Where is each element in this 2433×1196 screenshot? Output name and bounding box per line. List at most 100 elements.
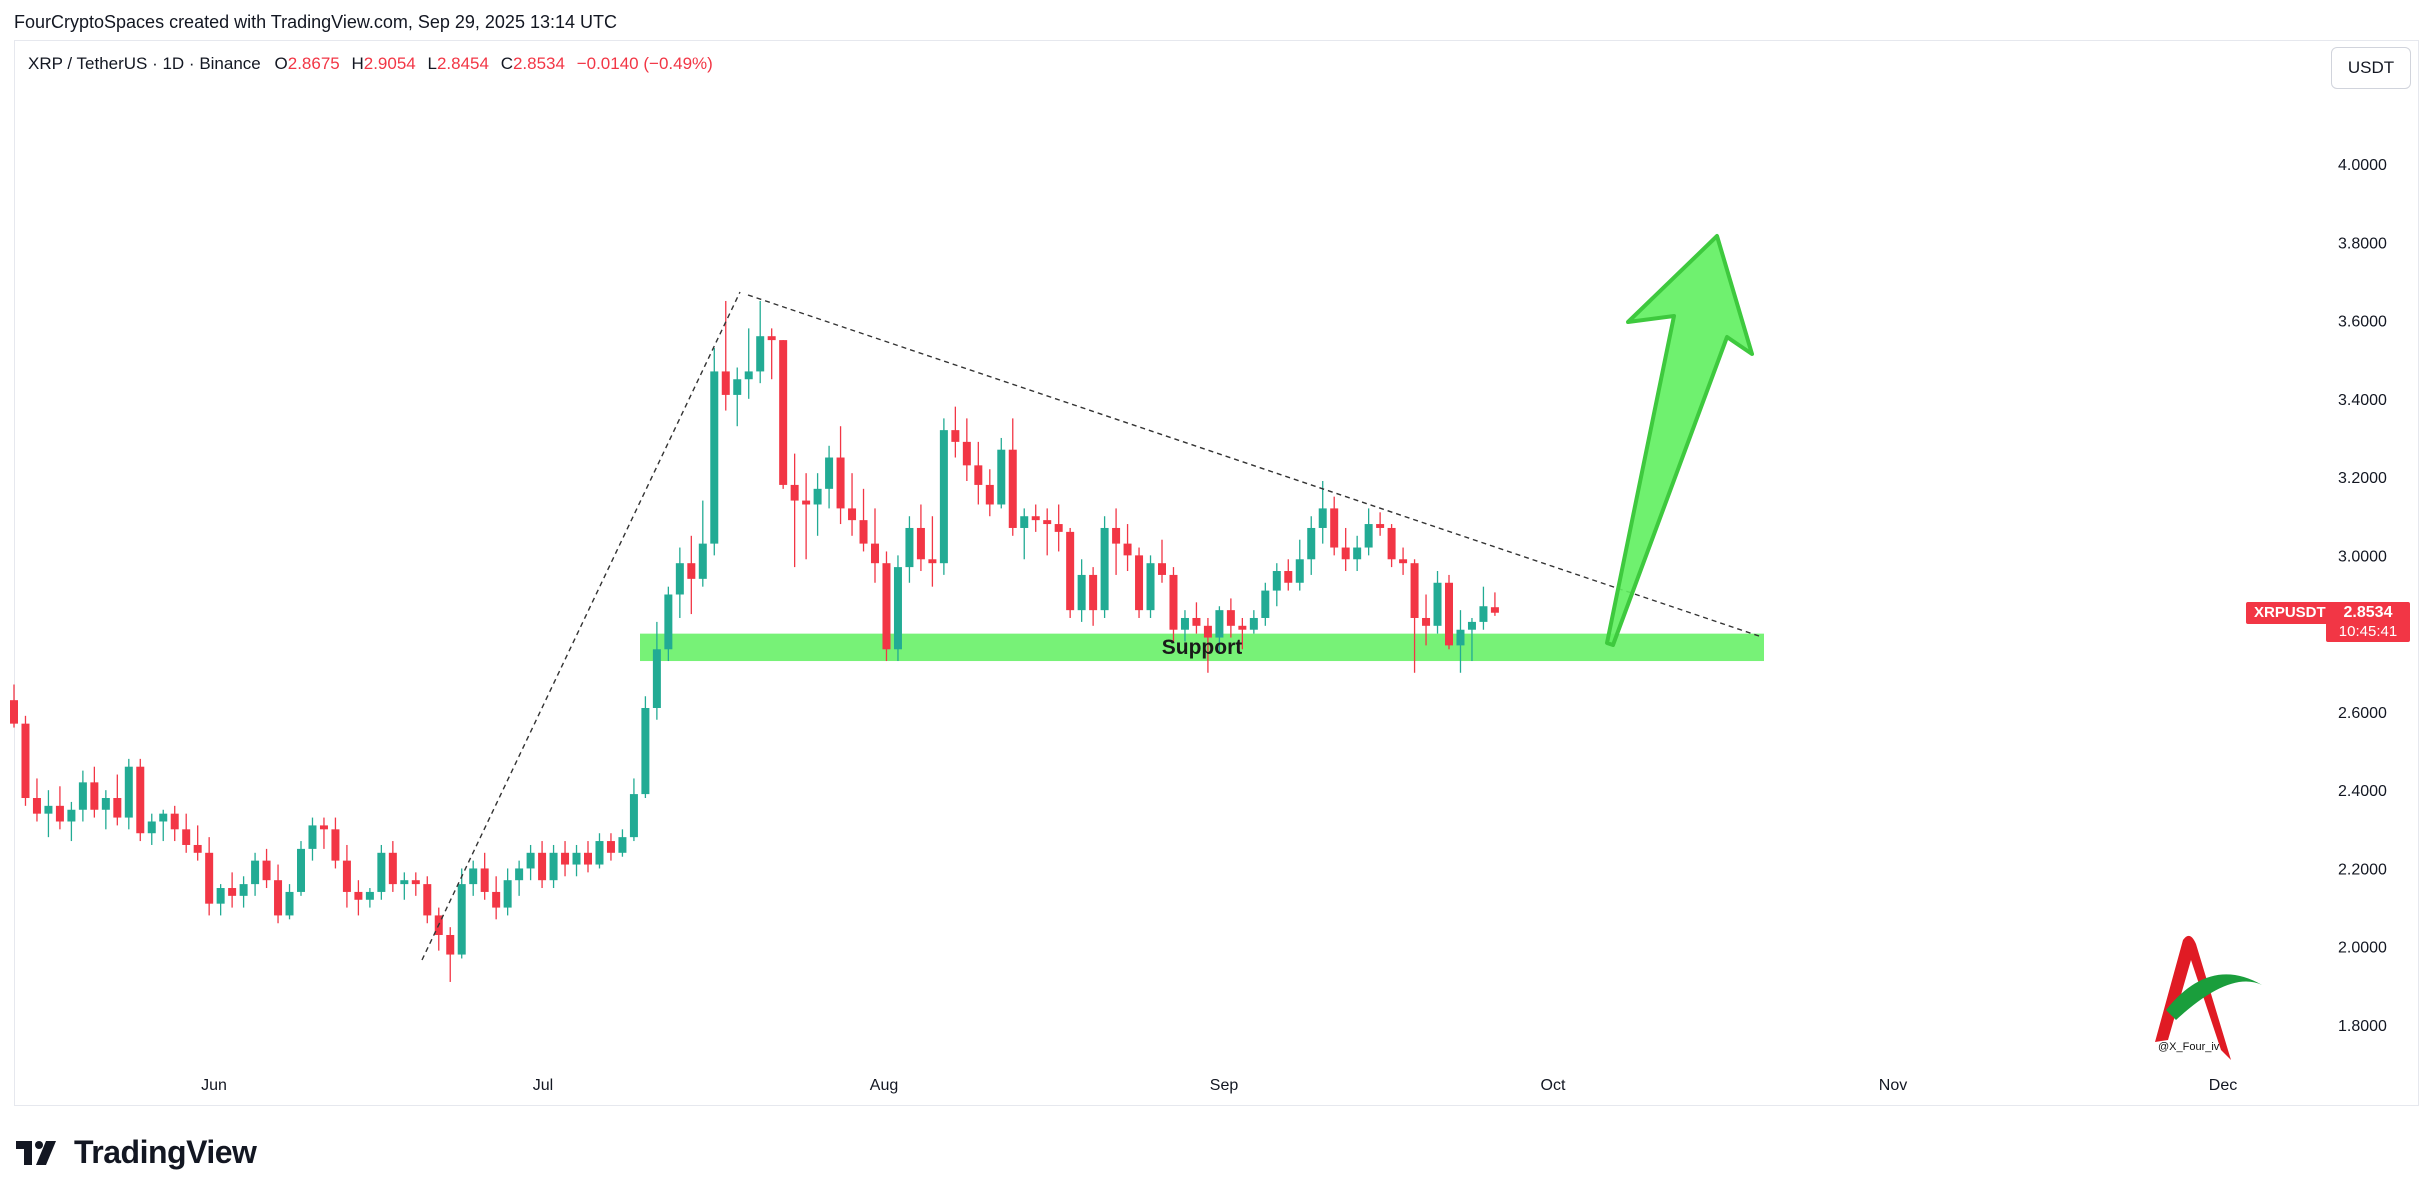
candle-body (319, 825, 328, 830)
candle-body (44, 805, 53, 814)
candle-body (871, 543, 879, 564)
close-label: C (500, 54, 513, 73)
price-tick-label: 2.2000 (2338, 861, 2387, 878)
candle-body (790, 484, 799, 501)
candle-body (1226, 610, 1235, 626)
high-value: 2.9054 (363, 54, 416, 73)
candle-body (802, 500, 811, 505)
candle-body (446, 934, 455, 955)
symbol-title[interactable]: XRP / TetherUS · 1D · Binance (28, 54, 261, 73)
candle-body (951, 430, 960, 442)
candle-body (354, 891, 363, 900)
candle-body (1445, 582, 1453, 646)
candle-body (1169, 574, 1178, 630)
candle-body (882, 563, 891, 650)
candle-body (1077, 574, 1086, 611)
candle-body (1146, 563, 1155, 611)
currency-button[interactable]: USDT (2331, 47, 2411, 89)
candle-body (55, 805, 64, 822)
candle-body (1422, 617, 1431, 626)
candle-body (538, 852, 547, 881)
candle-body (205, 852, 214, 904)
candle-body (848, 508, 857, 521)
candle-body (297, 848, 305, 892)
price-tick-label: 4.0000 (2338, 157, 2387, 174)
candle-body (159, 813, 168, 822)
candle-body (1249, 617, 1258, 630)
candle-body (905, 527, 914, 568)
price-tick-label: 1.8000 (2338, 1018, 2387, 1035)
candle-body (515, 868, 524, 881)
candle-body (916, 527, 925, 560)
candle-body (182, 829, 191, 845)
high-label: H (351, 54, 364, 73)
candle-body (492, 891, 501, 908)
candle-body (170, 813, 179, 830)
candle-body (1467, 621, 1476, 630)
time-tick-label: Jul (533, 1077, 553, 1094)
tradingview-footer[interactable]: TradingView (16, 1134, 257, 1171)
candle-body (1031, 516, 1040, 521)
support-label: Support (1162, 636, 1242, 659)
candle-body (1353, 547, 1362, 560)
candle-body (1054, 524, 1063, 532)
candle-body (744, 371, 753, 380)
time-tick-label: Dec (2209, 1077, 2237, 1094)
price-tick-label: 3.2000 (2338, 470, 2387, 487)
ohlc-legend: XRP / TetherUS · 1D · Binance O2.8675 H2… (28, 54, 713, 74)
candle-body (1479, 606, 1488, 622)
last-price-value: 2.8534 (2343, 604, 2393, 621)
candle-body (618, 837, 627, 853)
candle-body (1490, 607, 1499, 613)
candle-body (469, 868, 478, 885)
candle-body (813, 488, 822, 505)
candle-body (1123, 543, 1132, 556)
candle-body (1238, 625, 1247, 630)
candle-body (675, 563, 684, 595)
price-tick-label: 2.6000 (2338, 705, 2387, 722)
support-zone (640, 633, 1764, 662)
candle-body (67, 809, 76, 822)
symbol-price-tag: XRPUSDT (2246, 602, 2334, 624)
open-label: O (274, 54, 288, 73)
time-tick-label: Oct (1541, 1077, 1566, 1094)
candle-body (251, 860, 260, 885)
candle-body (10, 700, 18, 724)
time-tick-label: Aug (870, 1077, 898, 1094)
low-value: 2.8454 (436, 54, 489, 73)
candle-body (1066, 531, 1075, 611)
price-tick-label: 3.4000 (2338, 392, 2387, 409)
candle-body (1192, 617, 1201, 626)
candle-body (423, 884, 432, 916)
time-tick-label: Jun (201, 1077, 227, 1094)
candle-body (1043, 520, 1052, 525)
candle-body (1410, 563, 1419, 618)
bullish-arrow (1605, 234, 1754, 647)
price-tick-label: 3.0000 (2338, 548, 2387, 565)
candle-body (1387, 527, 1396, 560)
candle-body (239, 884, 248, 896)
candle-body (962, 441, 971, 466)
candle-body (308, 825, 317, 849)
candle-body (572, 852, 581, 865)
candle-body (1295, 559, 1304, 583)
candle-body (1020, 516, 1029, 528)
candle-body (1376, 524, 1385, 528)
change-value: −0.0140 (−0.49%) (576, 54, 713, 73)
candle-body (274, 880, 283, 916)
watermark-logo-icon (2155, 935, 2231, 1060)
candle-body (549, 852, 558, 881)
candle-body (457, 884, 466, 955)
close-value: 2.8534 (512, 54, 565, 73)
candle-body (825, 457, 834, 489)
candle-body (1008, 449, 1017, 528)
candle-body (228, 888, 237, 896)
watermark-handle: @X_Four_iv (2158, 1041, 2220, 1053)
candle-body (595, 841, 604, 865)
candle-body (32, 798, 41, 814)
candle-body (779, 340, 788, 485)
candle-body (1341, 547, 1350, 560)
rising-trendline (421, 291, 741, 961)
price-tick-label: 3.6000 (2338, 314, 2387, 331)
